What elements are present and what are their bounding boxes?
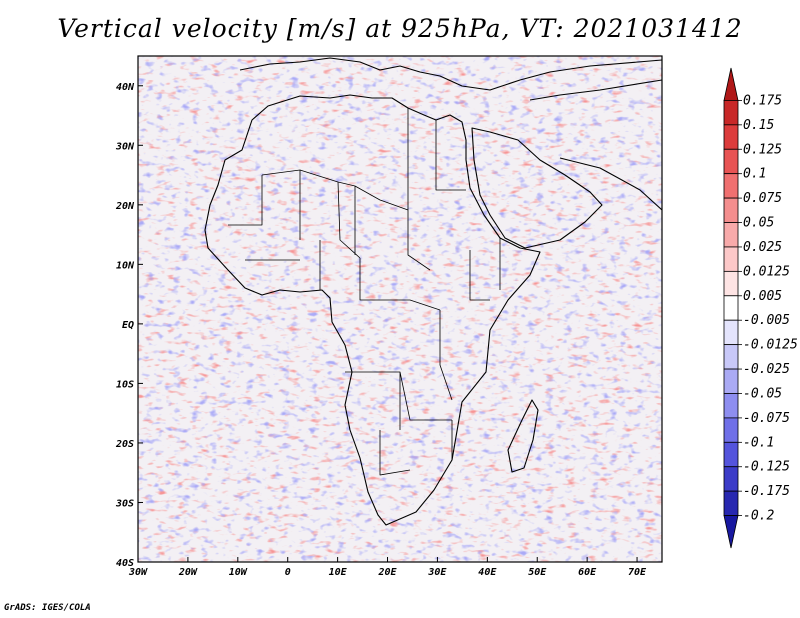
colorbar-swatch [723, 295, 739, 321]
colorbar-top-arrow [723, 67, 739, 101]
colorbar-swatch [723, 124, 739, 150]
lon-tick-label: 20E [377, 567, 397, 578]
colorbar-swatch [723, 246, 739, 272]
colorbar-swatch [723, 466, 739, 492]
lat-tick-label: 10S [116, 379, 134, 390]
latitude-axis: 40N 30N 20N 10N EQ 10S 20S 30S 40S [115, 82, 143, 569]
colorbar-label: -0.075 [743, 411, 790, 426]
colorbar-swatch [723, 441, 739, 468]
lat-tick-label: 40N [116, 82, 135, 93]
colorbar-swatch [723, 100, 739, 126]
colorbar-label: 0.0125 [743, 264, 790, 279]
colorbar-label: 0.075 [743, 191, 782, 206]
colorbar-swatch [723, 368, 739, 394]
asia-coastline [529, 79, 662, 211]
colorbar-label: -0.025 [743, 362, 790, 377]
colorbar-swatch [723, 393, 739, 419]
lat-tick-label: 20N [115, 201, 135, 212]
colorbar-swatch [723, 344, 739, 370]
colorbar-label: 0.005 [743, 289, 782, 304]
colorbar-swatch [723, 270, 739, 297]
lon-tick-label: 30W [128, 567, 148, 578]
colorbar-swatch [723, 173, 739, 199]
lon-tick-label: 30E [427, 567, 447, 578]
colorbar-swatch [723, 222, 739, 248]
colorbar-swatch [723, 148, 739, 175]
colorbar-swatch [723, 490, 739, 516]
europe-coastline [239, 57, 662, 91]
colorbar-swatch [723, 197, 739, 223]
colorbar-label: 0.025 [743, 240, 782, 255]
colorbar-label: 0.1 [743, 167, 766, 182]
lon-tick-label: 10E [329, 567, 348, 578]
colorbar-label: -0.175 [743, 484, 790, 499]
lon-tick-label: 50E [528, 567, 547, 578]
colorbar-label: -0.005 [743, 313, 790, 328]
colorbar-label: -0.05 [743, 386, 782, 401]
coastlines [204, 57, 662, 526]
map-frame [137, 55, 663, 563]
colorbar-bottom-arrow [723, 515, 739, 549]
colorbar-label: 0.05 [743, 216, 774, 231]
colorbar-label: 0.125 [743, 142, 782, 157]
lat-tick-label: EQ [122, 320, 134, 331]
longitude-axis: 30W 20W 10W 0 10E 20E 30E 40E 50E 60E 70E [128, 557, 647, 578]
lon-tick-label: 40E [478, 567, 497, 578]
lon-tick-label: 10W [229, 567, 248, 578]
colorbar: 0.175 0.15 0.125 0.1 0.075 0.05 0.025 0.0125 0.0… [723, 67, 798, 549]
madagascar-coastline [507, 399, 539, 473]
lon-tick-label: 60E [578, 567, 597, 578]
lon-tick-label: 20W [178, 567, 198, 578]
country-borders [228, 108, 501, 476]
velocity-field [138, 56, 662, 562]
lon-tick-label: 0 [285, 567, 291, 578]
lat-tick-label: 40S [116, 558, 134, 569]
lon-tick-label: 70E [628, 567, 647, 578]
colorbar-label: -0.2 [743, 509, 774, 524]
chart-title: Vertical velocity [m/s] at 925hPa, VT: 2… [57, 14, 743, 43]
colorbar-label: -0.125 [743, 460, 790, 475]
colorbar-swatch [723, 319, 739, 346]
lat-tick-label: 20S [115, 439, 134, 450]
arabia-coastline [471, 127, 603, 249]
africa-coastline [204, 94, 541, 526]
colorbar-label: 0.15 [743, 118, 774, 133]
lat-tick-label: 30N [115, 141, 135, 152]
colorbar-label: -0.1 [743, 435, 774, 450]
colorbar-label: 0.175 [743, 93, 782, 108]
lat-tick-label: 30S [115, 498, 134, 509]
grads-credit: GrADS: IGES/COLA [4, 603, 91, 613]
lat-tick-label: 10N [116, 260, 135, 271]
colorbar-swatch [723, 417, 739, 443]
colorbar-label: -0.0125 [743, 338, 798, 353]
